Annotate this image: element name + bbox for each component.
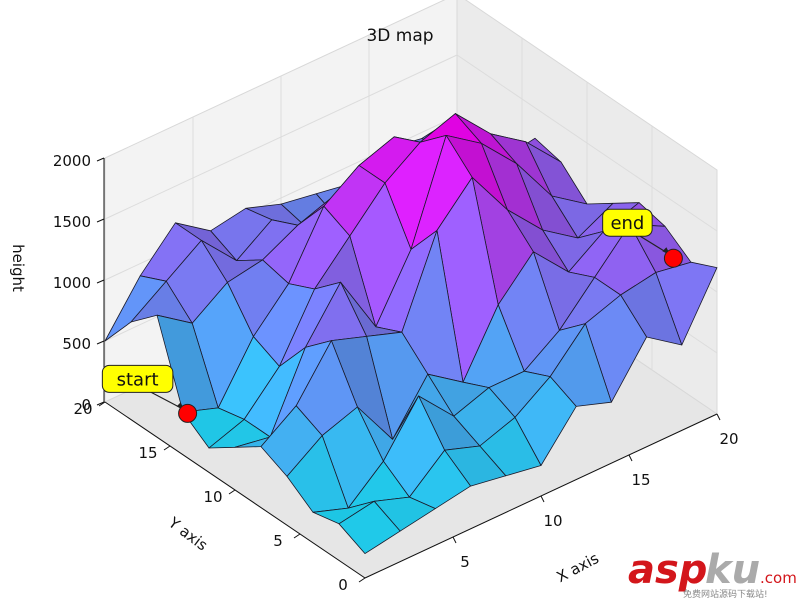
annotation-box (602, 208, 653, 237)
annotations: start end (101, 208, 683, 423)
y-tick-label: 20 (73, 400, 92, 418)
y-tick (293, 533, 301, 539)
x-tick (540, 495, 545, 503)
z-tick (96, 340, 105, 345)
watermark-accent: ku (705, 547, 760, 593)
z-tick-label: 0 (81, 396, 91, 414)
x-tick (716, 413, 721, 421)
y-axis-label: Y axis (164, 513, 211, 555)
watermark-suffix: .com (760, 569, 797, 587)
x-tick-label: 5 (460, 553, 470, 571)
z-tick-label: 500 (62, 335, 91, 353)
chart-title: 3D map (366, 26, 433, 46)
z-tick-label: 1500 (53, 213, 91, 231)
z-tick-label: 1000 (53, 274, 91, 292)
x-tick (628, 454, 633, 462)
annotation-label-start: start (117, 369, 159, 390)
z-tick (96, 401, 105, 406)
x-tick-label: 15 (631, 471, 650, 489)
annotation-marker (663, 248, 683, 268)
surface-mesh (104, 113, 718, 554)
annotation-marker (178, 403, 198, 423)
z-tick (96, 218, 105, 223)
watermark: asp ku .com 免费网站源码下载站! (628, 547, 797, 600)
y-tick-label: 10 (203, 488, 222, 506)
y-tick-label: 0 (338, 576, 348, 594)
y-tick (98, 401, 106, 407)
annotation-box (101, 364, 174, 393)
y-tick (228, 489, 236, 495)
annotation-label-end: end (610, 213, 644, 234)
y-tick (358, 577, 366, 583)
z-tick-label: 2000 (53, 152, 91, 170)
z-axis-label: height (9, 244, 27, 292)
x-axis-label: X axis (554, 549, 602, 586)
y-tick-label: 15 (138, 444, 157, 462)
surface-patch (338, 500, 401, 554)
gridline (104, 54, 718, 232)
z-tick (96, 157, 105, 162)
x-tick (452, 536, 457, 544)
y-tick-label: 5 (273, 532, 283, 550)
watermark-brand: asp (628, 547, 707, 593)
z-tick (96, 279, 105, 284)
x-tick-label: 10 (543, 512, 562, 530)
watermark-tagline: 免费网站源码下载站! (683, 588, 768, 600)
x-tick-label: 20 (719, 430, 738, 448)
y-tick (163, 445, 171, 451)
